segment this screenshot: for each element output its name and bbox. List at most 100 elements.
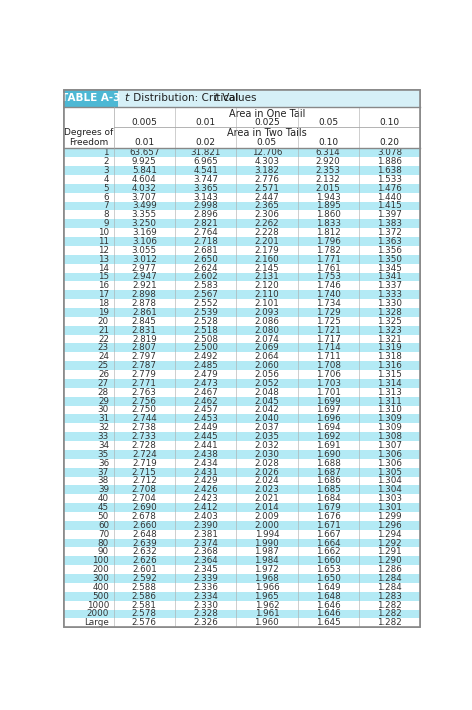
Text: 1.725: 1.725 <box>316 317 341 326</box>
Bar <box>64 468 420 476</box>
Text: 24: 24 <box>98 352 109 361</box>
Text: 1.648: 1.648 <box>316 591 341 601</box>
Text: 2.756: 2.756 <box>132 397 157 405</box>
Text: 1.753: 1.753 <box>316 273 341 281</box>
Text: 3.055: 3.055 <box>132 246 157 255</box>
Text: 1.994: 1.994 <box>254 530 279 539</box>
Bar <box>64 539 420 547</box>
Text: 20: 20 <box>98 317 109 326</box>
Text: 1.886: 1.886 <box>377 157 402 166</box>
Text: 1.294: 1.294 <box>377 530 402 539</box>
Text: 2.552: 2.552 <box>193 299 218 308</box>
Text: 1.690: 1.690 <box>316 450 341 459</box>
Text: 3.747: 3.747 <box>193 175 218 184</box>
Text: 2.708: 2.708 <box>132 486 157 494</box>
Text: 1.325: 1.325 <box>377 317 402 326</box>
Text: 1.316: 1.316 <box>377 361 402 370</box>
Text: 1.645: 1.645 <box>316 618 341 628</box>
Text: 36: 36 <box>98 459 109 468</box>
Text: 32: 32 <box>98 423 109 432</box>
Text: 2.093: 2.093 <box>254 308 279 317</box>
Text: 2.724: 2.724 <box>132 450 157 459</box>
Bar <box>118 90 420 106</box>
Text: 2.639: 2.639 <box>132 538 157 547</box>
Bar <box>64 547 420 557</box>
Text: 2.457: 2.457 <box>193 405 218 415</box>
Text: 2.764: 2.764 <box>193 228 218 237</box>
Bar <box>64 308 420 317</box>
Text: 2.588: 2.588 <box>132 583 157 592</box>
Text: 1.304: 1.304 <box>377 486 402 494</box>
Bar <box>64 415 420 423</box>
Text: 2.581: 2.581 <box>132 601 157 610</box>
Text: 0.05: 0.05 <box>257 138 277 147</box>
Text: 0.02: 0.02 <box>195 138 216 147</box>
Text: 2.690: 2.690 <box>132 503 157 512</box>
Text: 1.662: 1.662 <box>316 547 340 557</box>
Text: 2.776: 2.776 <box>254 175 279 184</box>
Text: 1.315: 1.315 <box>377 370 402 379</box>
Text: 1.667: 1.667 <box>316 530 341 539</box>
Text: 2.064: 2.064 <box>254 352 279 361</box>
Text: 1.740: 1.740 <box>316 290 341 299</box>
Text: 1.812: 1.812 <box>316 228 341 237</box>
Text: 2.131: 2.131 <box>254 273 279 281</box>
Text: 2.518: 2.518 <box>193 326 218 334</box>
Text: 21: 21 <box>98 326 109 334</box>
Text: 17: 17 <box>98 290 109 299</box>
Bar <box>64 494 420 503</box>
Text: 2.069: 2.069 <box>254 344 279 352</box>
Text: 15: 15 <box>98 273 109 281</box>
Text: 2.334: 2.334 <box>193 591 218 601</box>
Text: t: t <box>124 93 128 103</box>
Bar <box>64 361 420 370</box>
Text: 2.583: 2.583 <box>193 281 218 290</box>
Text: 1.679: 1.679 <box>316 503 341 512</box>
Text: 5.841: 5.841 <box>132 166 157 175</box>
Text: 5: 5 <box>103 184 109 192</box>
Text: Area in One Tail: Area in One Tail <box>229 109 305 119</box>
Text: 2.262: 2.262 <box>254 219 279 228</box>
Text: 2.947: 2.947 <box>132 273 157 281</box>
Text: 2.364: 2.364 <box>193 556 218 565</box>
Text: 1.966: 1.966 <box>254 583 279 592</box>
Text: 1.990: 1.990 <box>254 538 279 547</box>
Text: 1.350: 1.350 <box>377 255 402 263</box>
Text: 2.738: 2.738 <box>132 423 157 432</box>
Text: 2.567: 2.567 <box>193 290 218 299</box>
Bar <box>64 352 420 361</box>
Text: 400: 400 <box>92 583 109 592</box>
Bar <box>64 317 420 326</box>
Text: 0.05: 0.05 <box>318 118 338 127</box>
Text: 2.423: 2.423 <box>193 494 218 503</box>
Text: 4: 4 <box>103 175 109 184</box>
Text: 1.345: 1.345 <box>377 263 402 273</box>
Text: 7: 7 <box>103 202 109 210</box>
Text: 100: 100 <box>92 556 109 565</box>
Text: 3.355: 3.355 <box>132 210 157 219</box>
Text: 19: 19 <box>98 308 109 317</box>
Text: 1.649: 1.649 <box>316 583 340 592</box>
Text: 1.972: 1.972 <box>254 565 279 574</box>
Text: 50: 50 <box>98 512 109 521</box>
Bar <box>64 210 420 219</box>
Text: 1.703: 1.703 <box>316 379 341 388</box>
Text: 9: 9 <box>103 219 109 228</box>
Text: 2.021: 2.021 <box>254 494 279 503</box>
Bar <box>64 290 420 299</box>
Text: 1.301: 1.301 <box>377 503 402 512</box>
Text: 2.030: 2.030 <box>254 450 279 459</box>
Bar <box>64 192 420 202</box>
Text: 2.571: 2.571 <box>254 184 279 192</box>
Text: 2.353: 2.353 <box>316 166 341 175</box>
Text: 26: 26 <box>98 370 109 379</box>
Text: 27: 27 <box>98 379 109 388</box>
Text: 1.308: 1.308 <box>377 432 402 441</box>
Text: 1.323: 1.323 <box>377 326 402 334</box>
Bar <box>64 344 420 352</box>
Text: 2.160: 2.160 <box>254 255 279 263</box>
Text: 2.032: 2.032 <box>254 441 279 450</box>
Bar <box>64 202 420 210</box>
Text: 1.291: 1.291 <box>377 547 402 557</box>
Text: 2.048: 2.048 <box>254 388 279 397</box>
